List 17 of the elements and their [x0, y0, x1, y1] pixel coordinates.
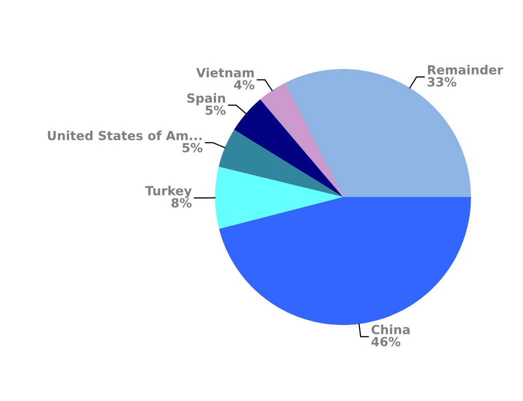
data-label: 5% — [206, 105, 226, 115]
slice-label: Vietnam — [196, 68, 254, 78]
pie-slice — [215, 166, 343, 229]
slice-label: United States of Am... — [48, 130, 202, 140]
slice-label: Spain — [187, 93, 226, 106]
slice-label: Remainder — [428, 64, 504, 75]
slice-label: China — [372, 324, 410, 334]
pie-slice — [219, 197, 471, 325]
pie-slice — [260, 82, 343, 197]
data-label: 5% — [182, 142, 202, 152]
data-label: 33% — [428, 77, 456, 87]
data-label: 4% — [234, 80, 254, 90]
data-label: 46% — [371, 336, 400, 346]
data-label: 8% — [172, 198, 192, 208]
pie-slice — [234, 99, 343, 197]
slice-label: Turkey — [145, 186, 192, 198]
pie-slice — [218, 130, 343, 197]
